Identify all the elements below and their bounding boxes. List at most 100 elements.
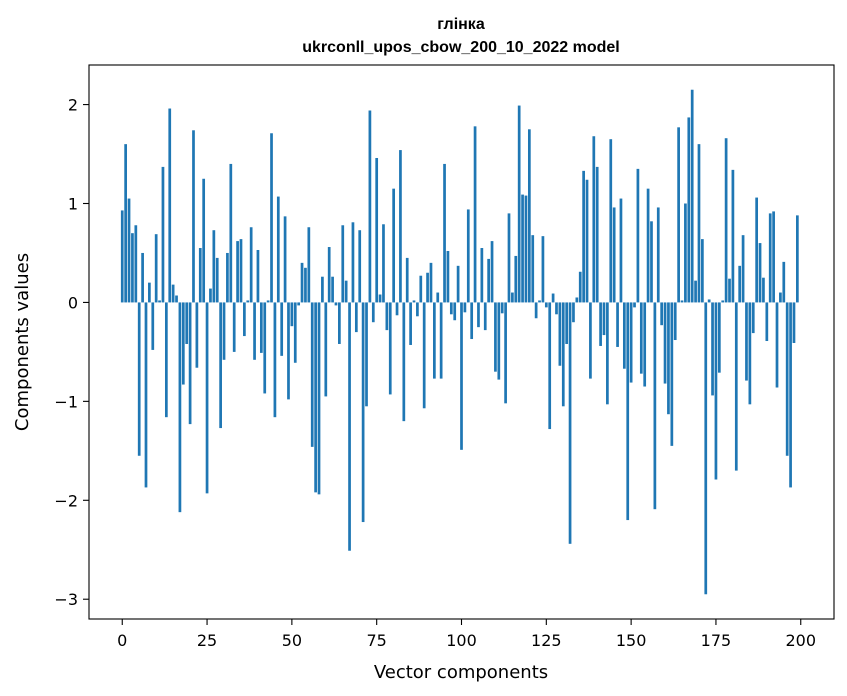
- bar-component-196: [785, 302, 789, 456]
- bar-component-4: [134, 225, 138, 303]
- bar-component-37: [246, 300, 250, 303]
- bar-component-86: [412, 300, 416, 303]
- bar-component-159: [660, 302, 664, 326]
- bar-component-128: [555, 302, 558, 315]
- bar-component-91: [429, 262, 433, 303]
- bar-component-12: [161, 166, 165, 303]
- bar-component-104: [473, 126, 477, 303]
- bar-component-54: [304, 267, 307, 303]
- bar-component-20: [188, 302, 192, 425]
- bar-component-42: [263, 302, 267, 394]
- bar-component-119: [524, 195, 528, 303]
- bar-component-193: [775, 302, 779, 388]
- bar-component-58: [317, 302, 321, 495]
- bar-component-88: [419, 275, 423, 303]
- bar-component-114: [507, 213, 511, 303]
- bar-component-39: [253, 302, 256, 360]
- bar-component-0: [120, 210, 124, 303]
- bar-component-130: [561, 302, 565, 407]
- bar-component-183: [741, 235, 745, 303]
- bar-component-41: [259, 302, 263, 353]
- bar-component-157: [653, 302, 657, 510]
- bar-component-100: [460, 302, 463, 450]
- bar-component-21: [192, 130, 195, 303]
- bar-component-186: [751, 302, 755, 334]
- bar-component-87: [416, 302, 419, 317]
- bar-component-187: [755, 197, 759, 303]
- bar-component-61: [327, 247, 331, 303]
- bar-component-140: [595, 166, 599, 303]
- bar-component-126: [548, 302, 552, 430]
- bar-component-8: [148, 282, 151, 303]
- bar-component-57: [314, 302, 317, 493]
- bar-component-2: [127, 198, 131, 303]
- bar-component-43: [266, 300, 270, 303]
- y-tick-label: 1: [68, 195, 78, 214]
- bar-component-150: [629, 302, 633, 383]
- x-tick-label: 75: [367, 631, 387, 650]
- bar-component-122: [534, 302, 538, 319]
- bar-component-92: [433, 302, 436, 379]
- bar-component-194: [779, 292, 782, 303]
- bar-component-70: [358, 230, 362, 303]
- bar-component-141: [599, 302, 602, 346]
- bar-component-156: [650, 221, 653, 303]
- bar-component-36: [243, 302, 246, 337]
- bar-component-32: [229, 163, 233, 303]
- bar-component-135: [578, 271, 582, 303]
- bar-component-111: [497, 302, 501, 380]
- bar-component-173: [707, 299, 711, 303]
- bar-component-109: [490, 241, 494, 303]
- bar-component-195: [782, 261, 786, 303]
- bar-component-44: [270, 133, 273, 303]
- bar-component-94: [439, 302, 443, 379]
- bar-component-189: [762, 277, 765, 303]
- bar-component-15: [171, 284, 175, 303]
- bar-component-115: [511, 292, 514, 303]
- bar-component-22: [195, 302, 199, 368]
- bar-component-132: [568, 302, 572, 544]
- bar-component-171: [701, 239, 704, 303]
- bar-component-121: [531, 235, 535, 303]
- bar-component-38: [249, 227, 253, 303]
- bar-component-85: [409, 302, 412, 345]
- y-axis-ticks: −3 −2 −1 0 1 2: [54, 96, 89, 609]
- bar-component-163: [673, 302, 677, 341]
- bar-component-16: [175, 295, 178, 303]
- bar-component-180: [731, 169, 735, 303]
- bar-component-191: [768, 213, 772, 303]
- bar-component-143: [606, 302, 609, 405]
- bar-component-53: [300, 262, 304, 303]
- bar-component-181: [734, 302, 738, 471]
- bar-component-56: [310, 302, 314, 447]
- bar-component-55: [307, 227, 311, 303]
- bar-component-184: [745, 302, 748, 381]
- bar-component-188: [758, 243, 762, 303]
- y-tick-label: −1: [54, 392, 78, 411]
- bar-component-177: [721, 300, 725, 303]
- x-tick-label: 200: [785, 631, 816, 650]
- x-tick-label: 50: [282, 631, 302, 650]
- bar-component-18: [181, 302, 185, 385]
- bar-component-48: [283, 216, 287, 303]
- bar-component-137: [585, 179, 589, 303]
- bar-component-10: [154, 234, 158, 303]
- bar-component-192: [772, 211, 775, 303]
- bar-component-34: [236, 241, 239, 303]
- bar-component-64: [338, 302, 341, 344]
- plot-area-frame: [88, 64, 835, 620]
- bar-component-14: [168, 108, 172, 303]
- x-axis-ticks: 0 25 50 75 100 125 150 175 200: [117, 619, 816, 650]
- x-tick-label: 150: [616, 631, 647, 650]
- bar-component-107: [483, 302, 487, 331]
- bar-component-133: [572, 302, 575, 323]
- bar-component-46: [276, 196, 280, 303]
- bar-component-66: [344, 280, 348, 303]
- bar-component-72: [365, 302, 368, 407]
- bar-component-110: [494, 302, 497, 372]
- bar-component-99: [456, 265, 460, 303]
- bar-component-142: [602, 302, 606, 336]
- bar-component-78: [385, 302, 389, 331]
- bar-component-167: [687, 117, 691, 303]
